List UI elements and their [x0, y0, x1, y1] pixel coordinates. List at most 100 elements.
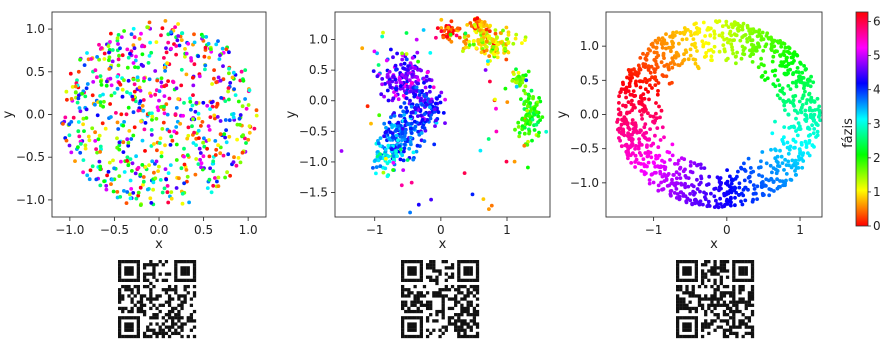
data-point [762, 193, 766, 197]
data-point [722, 193, 727, 198]
data-point [809, 74, 813, 79]
data-point [164, 83, 169, 88]
data-point [495, 35, 499, 39]
data-point [73, 90, 78, 95]
x-tick-label: 0.0 [149, 223, 168, 237]
data-point [380, 77, 385, 81]
data-point [637, 151, 642, 155]
data-point [184, 72, 189, 77]
data-point [109, 83, 114, 88]
data-point [720, 35, 725, 39]
data-point [136, 193, 141, 198]
data-point [463, 45, 468, 50]
data-point [227, 118, 232, 123]
data-point [383, 82, 387, 86]
data-point [408, 98, 412, 103]
data-point [196, 54, 201, 59]
data-point [115, 86, 120, 91]
data-point [182, 162, 187, 167]
data-point [174, 106, 179, 110]
data-point [176, 97, 181, 101]
data-point [757, 44, 762, 49]
data-point [719, 181, 724, 185]
data-point [808, 114, 813, 119]
data-point [763, 78, 767, 82]
data-point [634, 83, 639, 88]
data-point [192, 40, 197, 45]
data-point [723, 49, 727, 54]
data-point [660, 45, 665, 50]
data-point [468, 21, 473, 25]
data-point [496, 42, 500, 47]
data-point [149, 201, 154, 205]
data-point [163, 69, 168, 73]
data-point [416, 129, 420, 134]
data-point [678, 165, 683, 170]
data-point [669, 49, 673, 54]
data-point [626, 100, 631, 104]
data-point [115, 190, 120, 194]
data-point [530, 117, 535, 122]
data-point [177, 43, 182, 48]
data-point [791, 94, 796, 99]
data-point [690, 183, 694, 187]
data-point [192, 62, 197, 67]
data-point [371, 166, 375, 170]
data-point [803, 108, 808, 113]
data-point [159, 33, 163, 38]
data-point [429, 197, 433, 202]
data-point [230, 75, 235, 80]
data-point [149, 127, 154, 132]
data-point [472, 22, 477, 27]
data-point [166, 200, 171, 205]
data-point [157, 164, 161, 169]
data-point [791, 53, 796, 57]
data-point [385, 161, 390, 166]
data-point [802, 64, 806, 68]
data-point [411, 157, 416, 162]
data-point [677, 41, 681, 46]
data-point [686, 184, 691, 189]
data-point [409, 81, 414, 86]
data-point [238, 160, 243, 165]
data-point [125, 137, 130, 142]
data-point [226, 86, 231, 91]
data-point [247, 130, 252, 135]
data-point [117, 174, 122, 179]
data-point [373, 158, 378, 163]
data-point [514, 77, 518, 81]
data-point [77, 134, 82, 139]
data-point [638, 79, 643, 84]
data-point [150, 117, 154, 122]
data-point [644, 58, 649, 62]
data-point [206, 124, 211, 128]
data-point [200, 120, 205, 124]
data-point [174, 158, 179, 162]
data-point [504, 57, 509, 62]
data-point [759, 56, 763, 61]
data-point [404, 57, 409, 62]
data-point [673, 162, 677, 166]
data-point [641, 62, 646, 66]
data-point [514, 32, 519, 37]
data-point [526, 104, 530, 109]
data-point [478, 23, 483, 27]
data-point [506, 30, 511, 35]
data-point [465, 23, 470, 27]
data-point [246, 137, 251, 142]
data-point [238, 113, 243, 117]
data-point [677, 196, 682, 201]
data-point [728, 188, 732, 193]
data-point [730, 45, 734, 49]
data-point [720, 31, 725, 36]
data-point [165, 61, 170, 66]
data-point [659, 108, 664, 113]
data-point [126, 140, 131, 145]
data-point [725, 168, 729, 173]
data-point [633, 160, 637, 164]
data-point [391, 74, 396, 79]
data-point [481, 197, 486, 202]
data-point [102, 179, 106, 184]
data-point [413, 106, 417, 110]
data-point [133, 65, 137, 69]
